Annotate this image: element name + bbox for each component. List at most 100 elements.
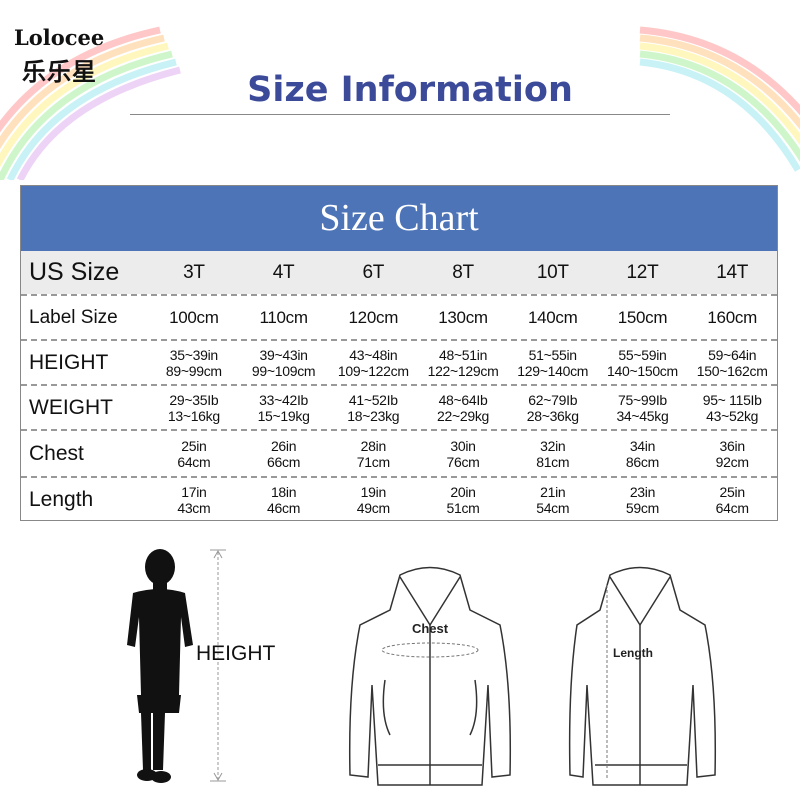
cell-line: 28~36kg: [526, 407, 579, 424]
cell-line: 21in: [540, 484, 566, 500]
table-cell: 55~59in 140~150cm: [598, 347, 688, 379]
table-cell: 140cm: [527, 307, 578, 327]
table-row: US Size 3T 4T 6T 8T 10T 12T 14T: [21, 251, 777, 294]
cell-line: 109~122cm: [337, 362, 409, 379]
table-cell: 39~43in 99~109cm: [239, 347, 329, 379]
cell-line: 35~39in: [169, 346, 218, 363]
table-row: Length 17in 43cm 18in 46cm 19in 49cm 20in 51cm 21…: [21, 476, 777, 522]
cell-line: 64cm: [177, 453, 211, 470]
cell-line: 95~ 115Ib: [702, 391, 762, 408]
cell-line: 81cm: [536, 453, 570, 470]
cell-line: 62~79Ib: [528, 391, 578, 408]
table-cell: 41~52Ib 18~23kg: [328, 392, 418, 424]
cell-line: 48~64Ib: [438, 391, 488, 408]
cell-line: 18in: [270, 484, 297, 500]
cell-line: 32in: [540, 437, 566, 454]
cell-line: 92cm: [715, 453, 749, 470]
cell-line: 36in: [719, 437, 746, 454]
table-cell: 10T: [536, 261, 569, 283]
cell-line: 51cm: [446, 500, 480, 516]
cell-line: 64cm: [715, 500, 749, 516]
cell-line: 39~43in: [259, 346, 308, 363]
cell-line: 15~19kg: [257, 407, 310, 424]
cell-line: 75~99Ib: [618, 391, 667, 408]
cell-line: 43~48in: [349, 346, 398, 363]
cell-line: 13~16kg: [167, 407, 220, 424]
hoodie-length-diagram: Length: [568, 566, 717, 786]
table-cell: 25in 64cm: [149, 438, 239, 470]
table-row: WEIGHT 29~35Ib 13~16kg 33~42Ib 15~19kg 41~52I…: [21, 384, 777, 429]
table-cell: 26in 66cm: [239, 438, 329, 470]
table-cell: 110cm: [259, 307, 308, 327]
rainbow-decoration-right: [639, 26, 800, 172]
cell-line: 59~64in: [708, 346, 757, 363]
page-title: Size Information: [247, 70, 573, 110]
row-label: Chest: [29, 441, 84, 465]
rainbow-decoration-left: [0, 26, 181, 180]
cell-line: 71cm: [356, 453, 390, 470]
table-cell: 30in 76cm: [418, 438, 508, 470]
cell-line: 48~51in: [438, 346, 488, 363]
cell-line: 25in: [181, 437, 207, 454]
table-cell: 120cm: [348, 307, 399, 327]
row-label: WEIGHT: [29, 395, 113, 419]
cell-line: 20in: [450, 484, 476, 500]
size-chart-title: Size Chart: [21, 186, 777, 251]
cell-line: 34~45kg: [616, 407, 669, 424]
table-cell: 18in 46cm: [239, 484, 329, 516]
cell-line: 122~129cm: [427, 362, 499, 379]
size-chart-table: Size Chart US Size 3T 4T 6T 8T 10T 12T 14T Label…: [20, 185, 778, 521]
brand-logo-cn: 乐乐星: [22, 59, 97, 86]
cell-line: 22~29kg: [437, 407, 490, 424]
table-cell: 36in 92cm: [687, 438, 777, 470]
cell-line: 43~52kg: [706, 407, 759, 424]
table-row: Label Size 100cm 110cm 120cm 130cm 140cm 150cm…: [21, 294, 777, 339]
height-arrow-icon: [210, 549, 226, 782]
table-cell: 95~ 115Ib 43~52kg: [687, 392, 777, 424]
table-cell: 48~51in 122~129cm: [418, 347, 508, 379]
table-cell: 160cm: [707, 307, 757, 327]
table-row: HEIGHT 35~39in 89~99cm 39~43in 99~109cm 43~48…: [21, 339, 777, 384]
table-cell: 28in 71cm: [328, 438, 418, 470]
table-cell: 8T: [452, 261, 474, 283]
cell-line: 51~55in: [528, 346, 577, 363]
cell-line: 129~140cm: [517, 362, 589, 379]
height-label: HEIGHT: [196, 642, 276, 665]
chest-label: Chest: [412, 621, 449, 636]
child-silhouette-image: [127, 549, 193, 783]
table-cell: 6T: [362, 261, 385, 283]
table-cell: 75~99Ib 34~45kg: [598, 392, 688, 424]
table-cell: 23in 59cm: [598, 484, 688, 516]
table-cell: 20in 51cm: [418, 484, 508, 516]
cell-line: 25in: [719, 484, 746, 500]
table-cell: 48~64Ib 22~29kg: [418, 392, 508, 424]
table-cell: 3T: [183, 261, 205, 283]
table-cell: 100cm: [169, 307, 219, 327]
table-cell: 14T: [716, 261, 749, 283]
table-cell: 150cm: [617, 307, 668, 327]
length-label: Length: [613, 646, 653, 660]
cell-line: 76cm: [446, 453, 480, 470]
table-cell: 25in 64cm: [687, 484, 777, 516]
table-cell: 4T: [272, 261, 295, 283]
table-cell: 19in 49cm: [328, 484, 418, 516]
row-label: HEIGHT: [29, 350, 109, 374]
cell-line: 89~99cm: [165, 362, 222, 379]
table-cell: 51~55in 129~140cm: [508, 347, 598, 379]
cell-line: 54cm: [536, 500, 570, 516]
row-label: US Size: [29, 258, 120, 286]
cell-line: 19in: [360, 484, 387, 500]
row-label: Label Size: [29, 306, 118, 328]
cell-line: 26in: [270, 437, 297, 454]
cell-line: 23in: [629, 484, 656, 500]
brand-logo: Lolocee: [14, 25, 105, 50]
table-cell: 62~79Ib 28~36kg: [508, 392, 598, 424]
cell-line: 30in: [450, 437, 476, 454]
cell-line: 59cm: [625, 500, 659, 516]
cell-line: 49cm: [356, 500, 390, 516]
title-divider: [130, 114, 670, 115]
hoodie-chest-diagram: Chest: [348, 566, 512, 786]
table-cell: 34in 86cm: [598, 438, 688, 470]
cell-line: 41~52Ib: [348, 391, 398, 408]
table-cell: 35~39in 89~99cm: [149, 347, 239, 379]
